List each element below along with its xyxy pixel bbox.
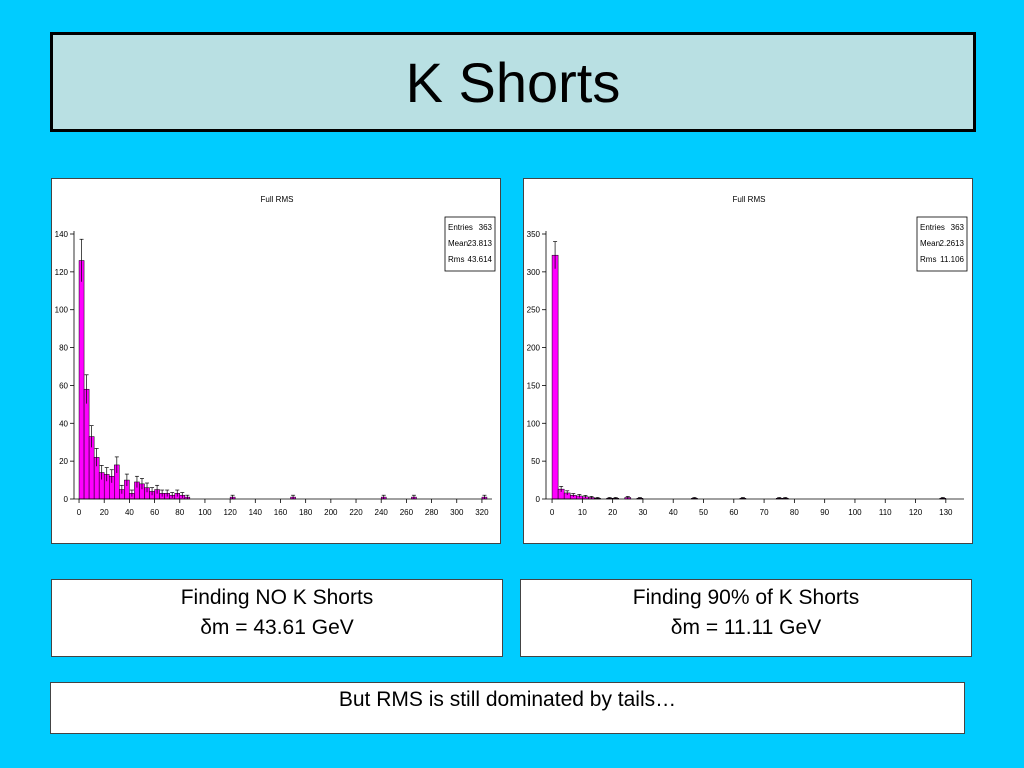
x-tick-label: 140 (249, 508, 263, 517)
x-tick-label: 90 (820, 508, 829, 517)
stats-box (444, 216, 496, 272)
stats-label: Entries (920, 223, 945, 232)
y-tick-label: 350 (527, 230, 541, 239)
slide-title-box: K Shorts (50, 32, 976, 132)
x-tick-label: 300 (450, 508, 464, 517)
stats-value: 23.813 (468, 239, 493, 248)
stats-value: 43.614 (468, 255, 493, 264)
slide-title: K Shorts (405, 50, 621, 114)
note-text: But RMS is still dominated by tails… (338, 688, 677, 711)
y-tick-label: 140 (55, 230, 69, 239)
x-tick-label: 100 (848, 508, 862, 517)
caption-left: Finding NO K Shorts δm = 43.61 GeV (51, 579, 503, 657)
stats-value: 363 (951, 223, 965, 232)
histogram-panel-right: Full RMS 0 50 100 150 200 250 300 350 0 10 20 30 40 50… (523, 178, 973, 544)
stats-value: 363 (479, 223, 493, 232)
x-tick-label: 0 (550, 508, 555, 517)
stats-box (916, 216, 968, 272)
x-tick-label: 130 (939, 508, 953, 517)
x-tick-label: 60 (150, 508, 159, 517)
plot-title: Full RMS (733, 195, 766, 204)
x-tick-label: 220 (349, 508, 363, 517)
x-tick-label: 110 (879, 508, 892, 517)
stats-label: Rms (920, 255, 936, 264)
stats-label: Entries (448, 223, 473, 232)
caption-left-line2: δm = 43.61 GeV (200, 616, 354, 639)
y-tick-label: 250 (527, 306, 541, 315)
x-tick-label: 0 (77, 508, 82, 517)
y-tick-label: 50 (531, 457, 540, 466)
x-tick-label: 120 (223, 508, 237, 517)
stats-value: 2.2613 (940, 239, 965, 248)
y-tick-label: 20 (59, 457, 68, 466)
y-tick-label: 120 (55, 268, 69, 277)
x-tick-label: 80 (790, 508, 799, 517)
stats-label: Mean (920, 239, 940, 248)
y-tick-label: 100 (55, 306, 69, 315)
caption-right: Finding 90% of K Shorts δm = 11.11 GeV (520, 579, 972, 657)
plot-title: Full RMS (261, 195, 294, 204)
x-tick-label: 240 (375, 508, 389, 517)
histogram-bar (83, 388, 90, 500)
stats-label: Mean (448, 239, 468, 248)
x-tick-label: 50 (699, 508, 708, 517)
stats-label: Rms (448, 255, 464, 264)
x-tick-label: 280 (425, 508, 439, 517)
histogram-bar (78, 260, 85, 500)
x-tick-label: 180 (299, 508, 313, 517)
x-tick-label: 100 (198, 508, 212, 517)
x-tick-label: 80 (175, 508, 184, 517)
y-tick-label: 100 (527, 419, 541, 428)
caption-left-line1: Finding NO K Shorts (180, 586, 374, 609)
x-tick-label: 160 (274, 508, 288, 517)
y-tick-label: 0 (536, 495, 541, 504)
x-tick-label: 120 (909, 508, 923, 517)
histogram-right: Full RMS 0 50 100 150 200 250 300 350 0 10 20 30 40 50… (527, 195, 968, 517)
y-tick-label: 200 (527, 344, 541, 353)
y-tick-label: 40 (59, 419, 68, 428)
x-tick-label: 260 (400, 508, 414, 517)
x-tick-label: 60 (729, 508, 738, 517)
note-box: But RMS is still dominated by tails… (50, 682, 965, 734)
y-tick-label: 80 (59, 344, 68, 353)
x-tick-label: 30 (638, 508, 647, 517)
y-tick-label: 60 (59, 381, 68, 390)
histogram-left: Full RMS 0 20 40 60 80 100 120 140 0 20 40 60 80 100 12… (55, 195, 496, 517)
x-tick-label: 10 (578, 508, 587, 517)
stats-value: 11.106 (940, 255, 964, 264)
caption-right-line2: δm = 11.11 GeV (670, 616, 822, 639)
x-tick-label: 320 (475, 508, 489, 517)
histogram-panel-left: Full RMS 0 20 40 60 80 100 120 140 0 20 40 60 80 100 12… (51, 178, 501, 544)
x-tick-label: 40 (669, 508, 678, 517)
y-tick-label: 0 (64, 495, 69, 504)
y-tick-label: 150 (527, 381, 541, 390)
histogram-bar (551, 254, 559, 500)
x-tick-label: 20 (100, 508, 109, 517)
x-tick-label: 40 (125, 508, 134, 517)
x-tick-label: 70 (760, 508, 769, 517)
caption-right-line1: Finding 90% of K Shorts (632, 586, 860, 609)
y-tick-label: 300 (527, 268, 541, 277)
x-tick-label: 200 (324, 508, 338, 517)
x-tick-label: 20 (608, 508, 617, 517)
